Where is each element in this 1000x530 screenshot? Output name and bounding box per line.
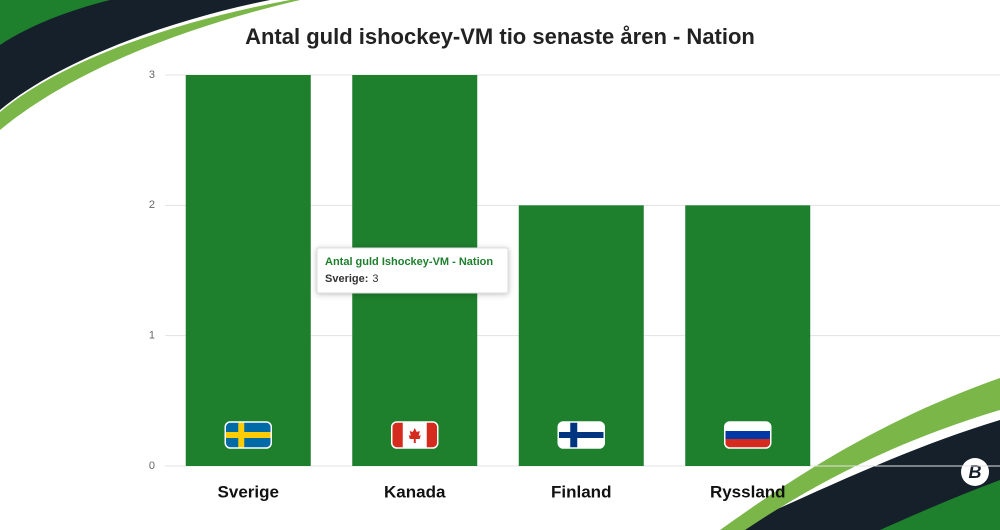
tooltip-label: Sverige: (325, 273, 368, 285)
flag-body (558, 422, 605, 448)
x-tick-label: Finland (551, 482, 611, 501)
tooltip-value: 3 (372, 273, 378, 285)
y-tick-label: 0 (149, 460, 155, 472)
flag-part (724, 431, 771, 439)
flag-border (224, 421, 272, 449)
chart-title: Antal guld ishockey-VM tio senaste åren … (245, 24, 755, 49)
flag-border (724, 421, 772, 449)
flag (391, 421, 439, 449)
y-tick-label: 3 (149, 69, 155, 81)
x-tick-label: Sverige (218, 482, 279, 501)
flag (557, 421, 605, 449)
flag-part (426, 422, 438, 448)
flag (724, 421, 772, 449)
y-tick-label: 1 (149, 330, 155, 342)
x-tick-label: Ryssland (710, 482, 786, 501)
x-tick-label: Kanada (384, 482, 446, 501)
decor-bottom-right (720, 378, 1000, 530)
flag-part (391, 422, 403, 448)
tooltip-title: Antal guld Ishockey-VM - Nation (325, 256, 493, 268)
flag-border (557, 421, 605, 449)
flag-body (225, 422, 272, 448)
tooltip-box (316, 247, 509, 294)
bar (185, 75, 311, 466)
y-tick-label: 2 (149, 199, 155, 211)
flag-body (724, 422, 771, 448)
flag-part (724, 439, 771, 448)
flag-part (724, 422, 771, 431)
flag-part (225, 432, 272, 438)
flag (224, 421, 272, 449)
flag-part (558, 432, 605, 438)
tooltip: Antal guld Ishockey-VM - Nation Sverige: 3 (316, 247, 509, 294)
flag-body (391, 422, 438, 448)
decor-top-left (0, 0, 300, 130)
logo: B (969, 462, 982, 482)
logo-badge (961, 458, 989, 486)
flag-part (408, 428, 421, 443)
flag-border (391, 421, 439, 449)
